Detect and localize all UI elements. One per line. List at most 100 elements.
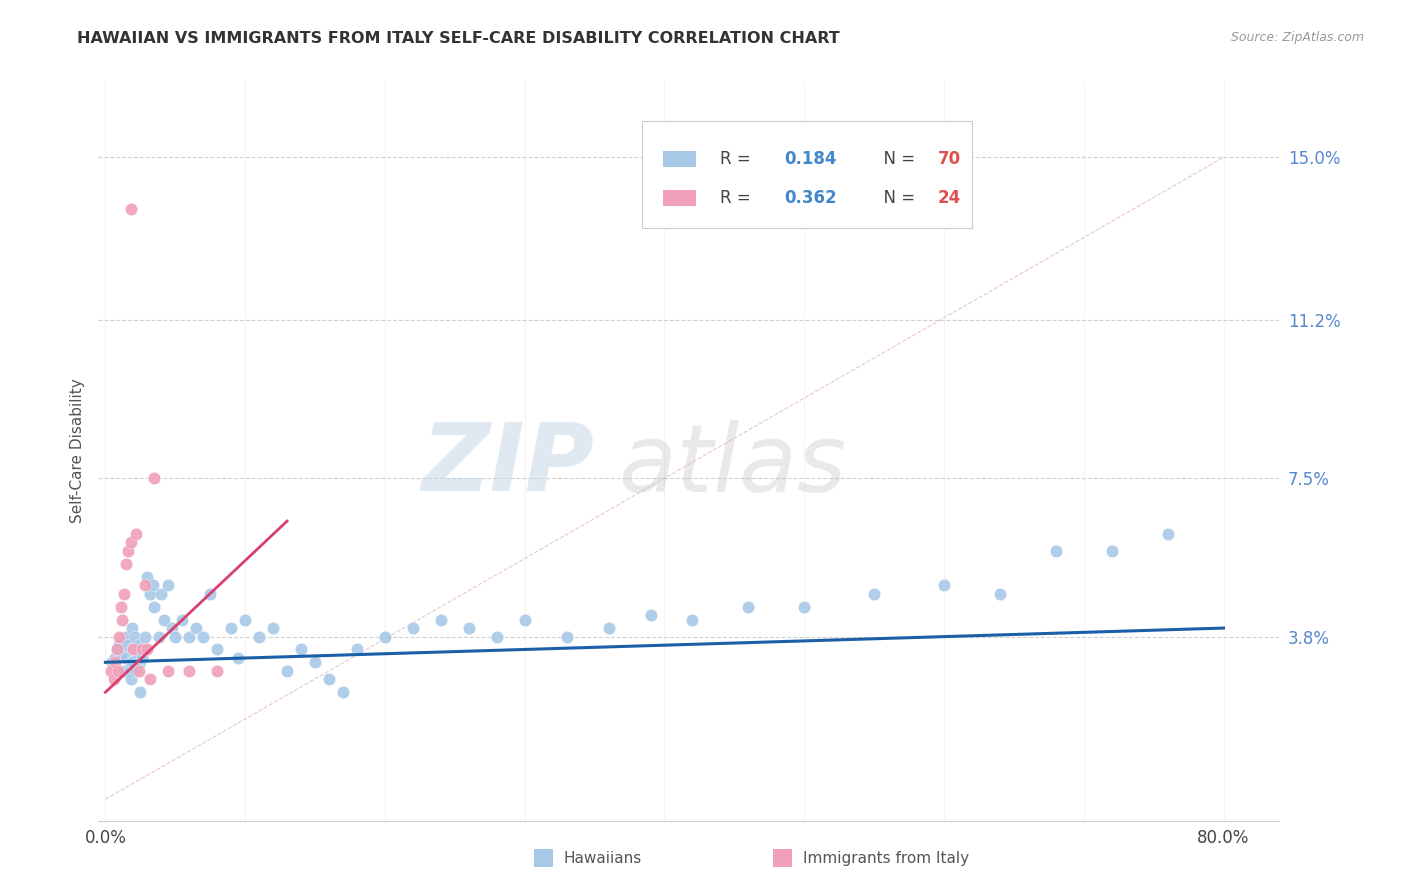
Point <box>139 587 162 601</box>
FancyBboxPatch shape <box>641 121 973 228</box>
Point <box>157 664 180 678</box>
Point <box>115 630 138 644</box>
Point <box>125 527 148 541</box>
Point <box>101 655 124 669</box>
Point <box>125 664 148 678</box>
Text: 24: 24 <box>938 189 962 207</box>
Point <box>332 685 354 699</box>
Point <box>129 655 152 669</box>
Point <box>111 613 134 627</box>
Point <box>988 587 1011 601</box>
Point <box>117 638 139 652</box>
Point <box>100 664 122 678</box>
Point <box>143 599 166 614</box>
Point <box>142 578 165 592</box>
Point <box>793 599 815 614</box>
Point <box>186 621 208 635</box>
Point <box>640 608 662 623</box>
Point <box>219 621 242 635</box>
Point <box>107 664 129 678</box>
Text: 0.184: 0.184 <box>785 150 837 168</box>
Point <box>200 587 222 601</box>
Point <box>179 630 201 644</box>
Point <box>737 599 759 614</box>
Point <box>134 578 156 592</box>
Point <box>118 664 141 678</box>
Point <box>117 544 139 558</box>
Point <box>681 613 703 627</box>
Point <box>172 613 194 627</box>
Point <box>1156 527 1178 541</box>
Point <box>120 655 142 669</box>
Point <box>143 471 166 485</box>
Text: Hawaiians: Hawaiians <box>564 851 643 865</box>
Point <box>226 651 249 665</box>
Point <box>304 655 326 669</box>
Point <box>105 642 128 657</box>
Point <box>108 638 131 652</box>
Point <box>120 202 142 216</box>
Point <box>115 651 138 665</box>
Point <box>121 621 143 635</box>
Point <box>104 655 127 669</box>
Point <box>290 642 312 657</box>
Text: ZIP: ZIP <box>422 419 595 511</box>
Point <box>148 630 170 644</box>
Point <box>205 664 228 678</box>
Point <box>124 630 146 644</box>
Point <box>127 647 149 661</box>
Point <box>122 642 145 657</box>
Point <box>105 642 128 657</box>
Text: N =: N = <box>873 189 921 207</box>
Point <box>318 673 340 687</box>
Point <box>485 630 508 644</box>
Point <box>402 621 425 635</box>
Point <box>120 673 142 687</box>
Point <box>1045 544 1067 558</box>
Point <box>108 630 131 644</box>
Point <box>131 642 153 657</box>
Point <box>430 613 453 627</box>
Point <box>346 642 368 657</box>
Text: Source: ZipAtlas.com: Source: ZipAtlas.com <box>1230 31 1364 45</box>
Point <box>162 621 184 635</box>
Point <box>128 664 150 678</box>
Point <box>120 535 142 549</box>
Point <box>103 673 125 687</box>
Point <box>139 673 162 687</box>
FancyBboxPatch shape <box>664 190 696 206</box>
Point <box>205 642 228 657</box>
Point <box>131 651 153 665</box>
Text: HAWAIIAN VS IMMIGRANTS FROM ITALY SELF-CARE DISABILITY CORRELATION CHART: HAWAIIAN VS IMMIGRANTS FROM ITALY SELF-C… <box>77 31 839 46</box>
Text: R =: R = <box>720 150 755 168</box>
Point <box>128 638 150 652</box>
Text: R =: R = <box>720 189 755 207</box>
Point <box>374 630 396 644</box>
Point <box>179 664 201 678</box>
Text: 70: 70 <box>938 150 962 168</box>
Text: atlas: atlas <box>619 420 846 511</box>
FancyBboxPatch shape <box>664 151 696 167</box>
Point <box>122 655 145 669</box>
Text: 0.362: 0.362 <box>785 189 837 207</box>
Point <box>247 630 270 644</box>
Point <box>457 621 479 635</box>
Point <box>110 599 132 614</box>
Point <box>132 642 155 657</box>
Point <box>276 664 298 678</box>
Point <box>150 587 173 601</box>
Point <box>134 630 156 644</box>
Point <box>111 647 134 661</box>
Point <box>598 621 620 635</box>
Point <box>104 651 127 665</box>
Point <box>262 621 284 635</box>
Point <box>129 685 152 699</box>
Point <box>157 578 180 592</box>
Point <box>233 613 256 627</box>
Point <box>1101 544 1123 558</box>
Y-axis label: Self-Care Disability: Self-Care Disability <box>69 378 84 523</box>
Point <box>125 642 148 657</box>
Text: Immigrants from Italy: Immigrants from Italy <box>803 851 969 865</box>
Text: N =: N = <box>873 150 921 168</box>
Point <box>112 587 135 601</box>
